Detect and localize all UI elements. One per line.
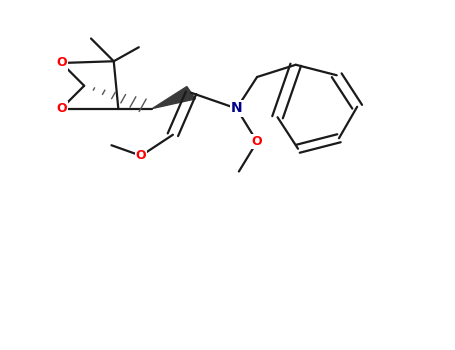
Text: O: O (56, 102, 67, 115)
Text: O: O (56, 56, 67, 70)
Text: O: O (252, 135, 263, 148)
Text: O: O (136, 149, 147, 162)
Text: N: N (231, 102, 243, 116)
Polygon shape (152, 86, 195, 108)
